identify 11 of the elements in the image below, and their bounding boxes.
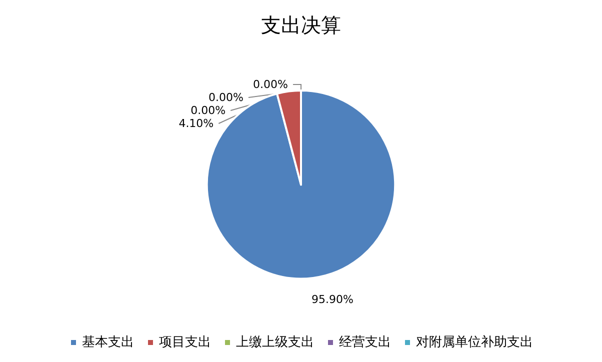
legend-label: 上缴上级支出 — [236, 335, 314, 350]
text: 0.00% — [190, 104, 226, 117]
legend-label: 项目支出 — [159, 335, 211, 350]
chart-title: 支出决算 — [261, 13, 341, 37]
text: 0.00% — [208, 91, 244, 104]
data-label: 95.90% — [311, 292, 354, 306]
legend-label: 基本支出 — [82, 335, 134, 350]
text: 0.00% — [253, 78, 288, 91]
legend-label: 经营支出 — [339, 335, 391, 350]
data-label: 4.10% — [178, 117, 214, 130]
legend-label: 对附属单位补助支出 — [416, 335, 533, 350]
